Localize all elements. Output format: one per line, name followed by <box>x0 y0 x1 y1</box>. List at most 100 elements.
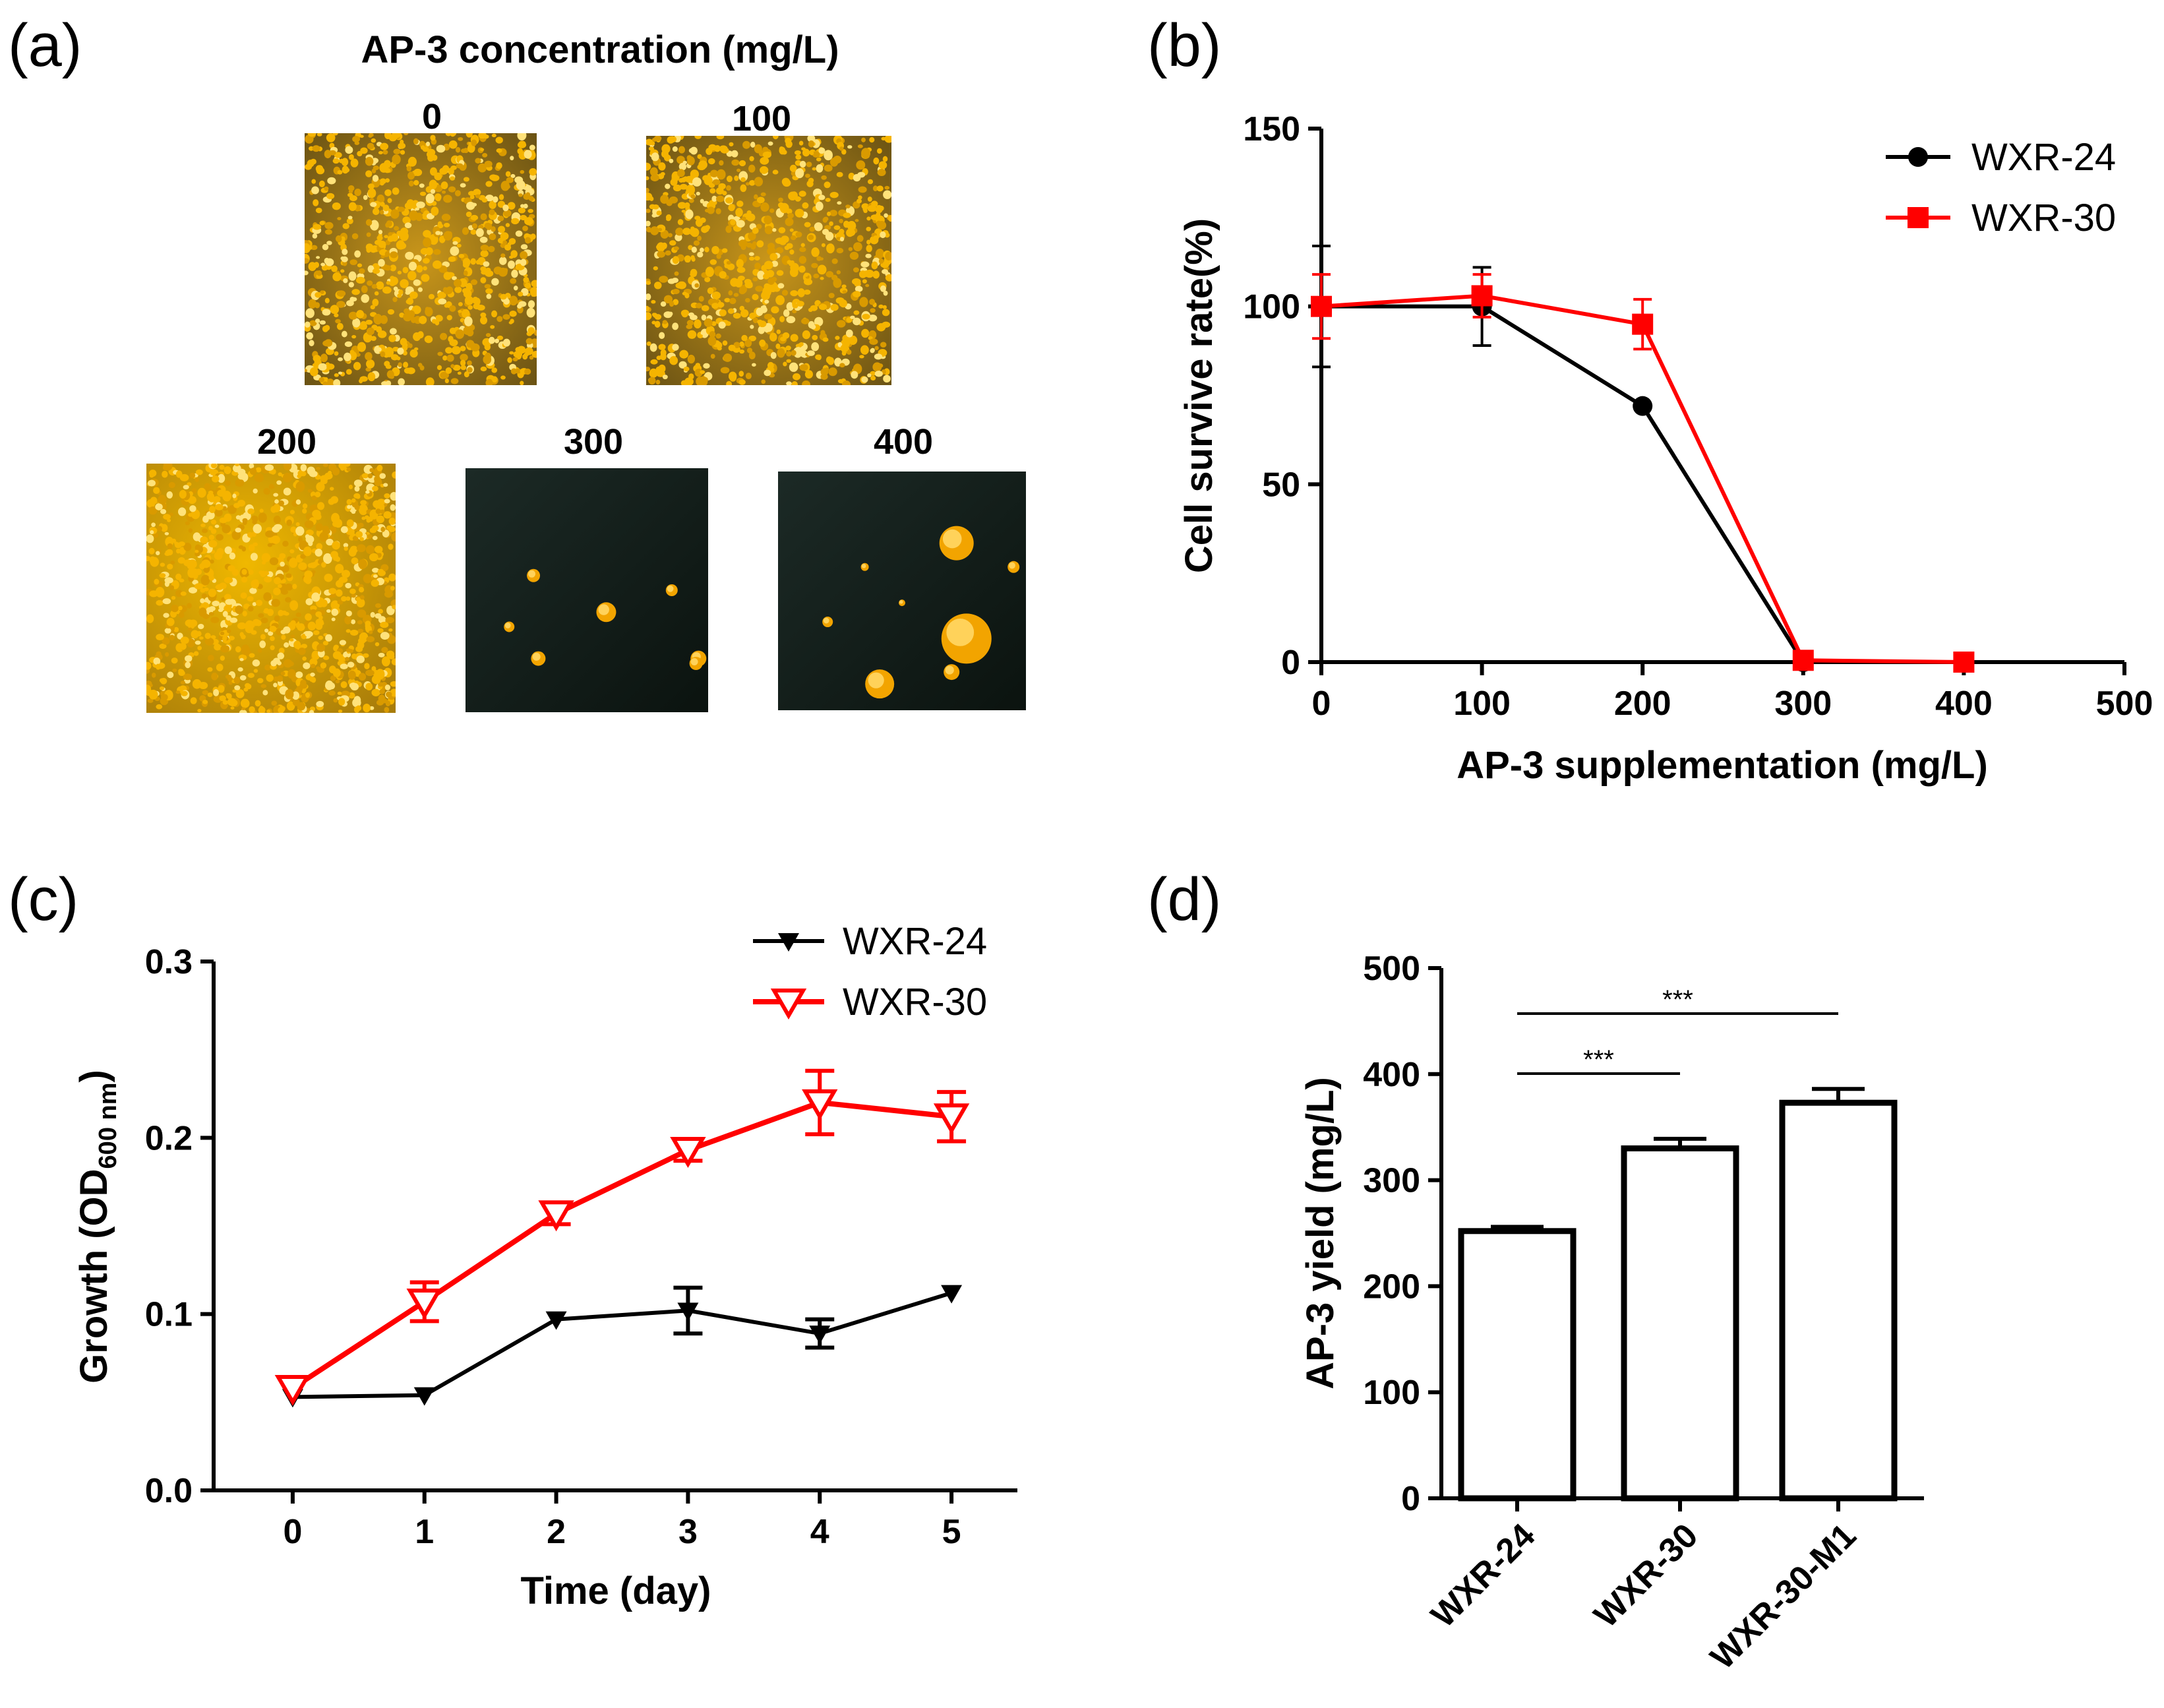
colony <box>777 283 785 289</box>
colony <box>731 159 740 166</box>
colony <box>878 161 887 169</box>
colony <box>437 291 446 299</box>
colony <box>331 265 338 272</box>
colony <box>860 261 870 268</box>
colony <box>341 330 347 338</box>
colony <box>326 363 335 370</box>
bar-WXR-30 <box>1621 1136 1739 1502</box>
colony <box>839 218 843 224</box>
colony <box>390 264 397 272</box>
colony-highlight <box>899 600 903 604</box>
colony <box>480 250 489 257</box>
colony <box>315 319 320 323</box>
colony <box>861 377 868 383</box>
colony <box>313 630 320 636</box>
colony <box>503 297 510 305</box>
colony <box>868 314 878 322</box>
colony <box>786 302 794 311</box>
colony <box>816 164 824 173</box>
colony <box>682 228 691 235</box>
colony <box>716 136 725 140</box>
colony <box>510 156 514 161</box>
legend-label: WXR-30 <box>1971 197 2116 239</box>
colony <box>529 286 537 297</box>
series-WXR-24 <box>282 1285 963 1408</box>
colony <box>353 479 363 487</box>
colony <box>298 536 303 542</box>
colony <box>669 240 676 246</box>
colony <box>355 597 361 601</box>
bar <box>1458 1228 1577 1502</box>
colony <box>789 362 798 372</box>
colony <box>829 191 839 198</box>
colony <box>174 542 182 549</box>
colony <box>874 353 883 360</box>
colony <box>833 278 842 288</box>
colony <box>155 503 163 510</box>
colony <box>749 180 756 186</box>
colony <box>148 506 158 515</box>
colony <box>654 320 661 328</box>
colony <box>464 316 473 326</box>
y-tick-label: 200 <box>1363 1267 1420 1306</box>
colony <box>646 305 649 312</box>
colony <box>678 162 687 171</box>
colony <box>331 608 339 616</box>
colony <box>320 262 326 266</box>
colony <box>224 466 231 474</box>
colony <box>318 559 323 564</box>
colony <box>284 642 289 648</box>
colony <box>462 309 470 319</box>
colony <box>756 240 764 248</box>
colony <box>255 700 261 707</box>
colony <box>361 293 369 303</box>
colony <box>214 508 223 517</box>
series-line <box>291 1099 952 1391</box>
colony <box>313 355 321 362</box>
colony <box>750 324 754 329</box>
colony <box>726 260 731 265</box>
colony <box>208 526 213 531</box>
colony <box>697 251 704 258</box>
colony <box>463 177 469 182</box>
colony <box>688 373 694 380</box>
colony <box>811 247 820 257</box>
colony <box>250 553 258 561</box>
colony <box>726 175 733 183</box>
colony <box>527 208 533 214</box>
colony <box>836 237 841 240</box>
colony <box>795 208 804 218</box>
colony <box>247 605 254 612</box>
colony <box>384 189 392 197</box>
colony <box>867 197 872 202</box>
colony <box>460 183 466 188</box>
colony <box>346 596 351 601</box>
colony <box>286 519 293 526</box>
colony <box>390 353 399 361</box>
colony <box>798 140 804 146</box>
colony <box>748 351 756 359</box>
data-point <box>406 1288 442 1320</box>
colony <box>691 246 697 253</box>
colony <box>324 573 333 582</box>
colony <box>715 187 724 195</box>
colony <box>806 162 812 168</box>
colony <box>667 278 676 284</box>
colony <box>224 577 233 584</box>
colony <box>883 375 891 383</box>
colony <box>195 477 200 482</box>
colony <box>235 479 245 487</box>
colony <box>884 185 889 190</box>
colony <box>516 180 526 191</box>
colony <box>509 351 514 355</box>
colony <box>323 553 332 564</box>
colony <box>295 671 303 679</box>
data-point <box>677 1302 699 1322</box>
colony <box>646 162 651 171</box>
colony <box>345 582 351 589</box>
colony <box>214 524 220 528</box>
colony <box>646 293 651 301</box>
colony <box>648 377 656 384</box>
colony <box>762 305 767 311</box>
photo-200: 200 <box>146 422 396 713</box>
